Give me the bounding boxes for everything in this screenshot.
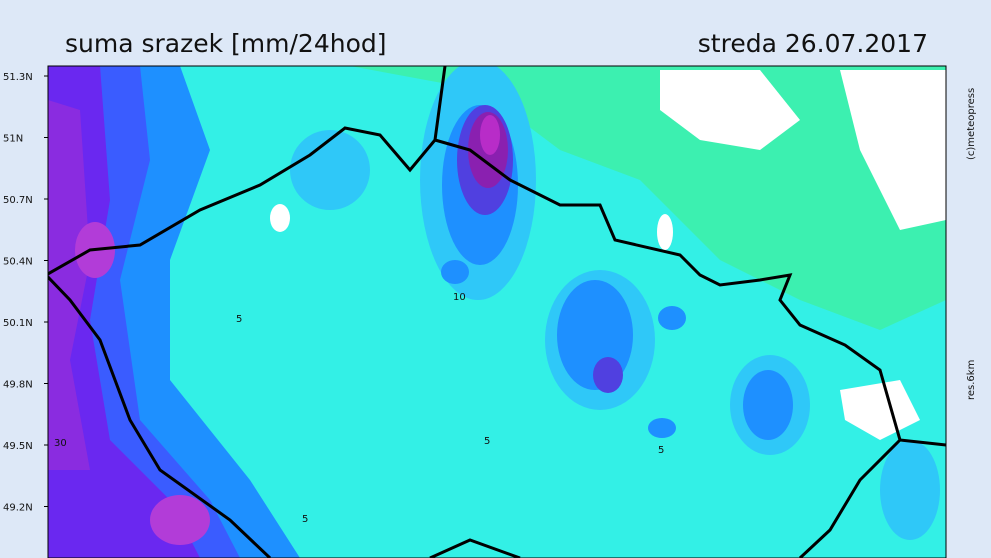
- precipitation-field: [48, 66, 946, 558]
- latitude-label: 49.2N: [3, 503, 33, 514]
- latitude-label: 49.8N: [3, 380, 33, 391]
- latitude-label: 51.3N: [3, 72, 33, 83]
- latitude-axis: 51.3N 51N 50.7N 50.4N 50.1N 49.8N 49.5N 49.2N: [3, 72, 48, 514]
- contour-label: 5: [484, 436, 490, 447]
- map-frame: [47, 65, 947, 558]
- copyright-label: (c)meteopress: [966, 88, 977, 160]
- latitude-label: 50.1N: [3, 318, 33, 329]
- contour-label: 30: [54, 438, 67, 449]
- contour-label: 5: [658, 445, 664, 456]
- latitude-label: 50.4N: [3, 257, 33, 268]
- latitude-label: 50.7N: [3, 195, 33, 206]
- map-title: suma srazek [mm/24hod]: [65, 29, 387, 58]
- resolution-label: res.6km: [966, 360, 977, 400]
- latitude-label: 51N: [3, 134, 23, 145]
- contour-label: 10: [453, 292, 466, 303]
- map-date: streda 26.07.2017: [698, 29, 928, 58]
- contour-label: 5: [236, 314, 242, 325]
- border-line: [48, 66, 946, 558]
- contour-label: 5: [302, 514, 308, 525]
- latitude-label: 49.5N: [3, 441, 33, 452]
